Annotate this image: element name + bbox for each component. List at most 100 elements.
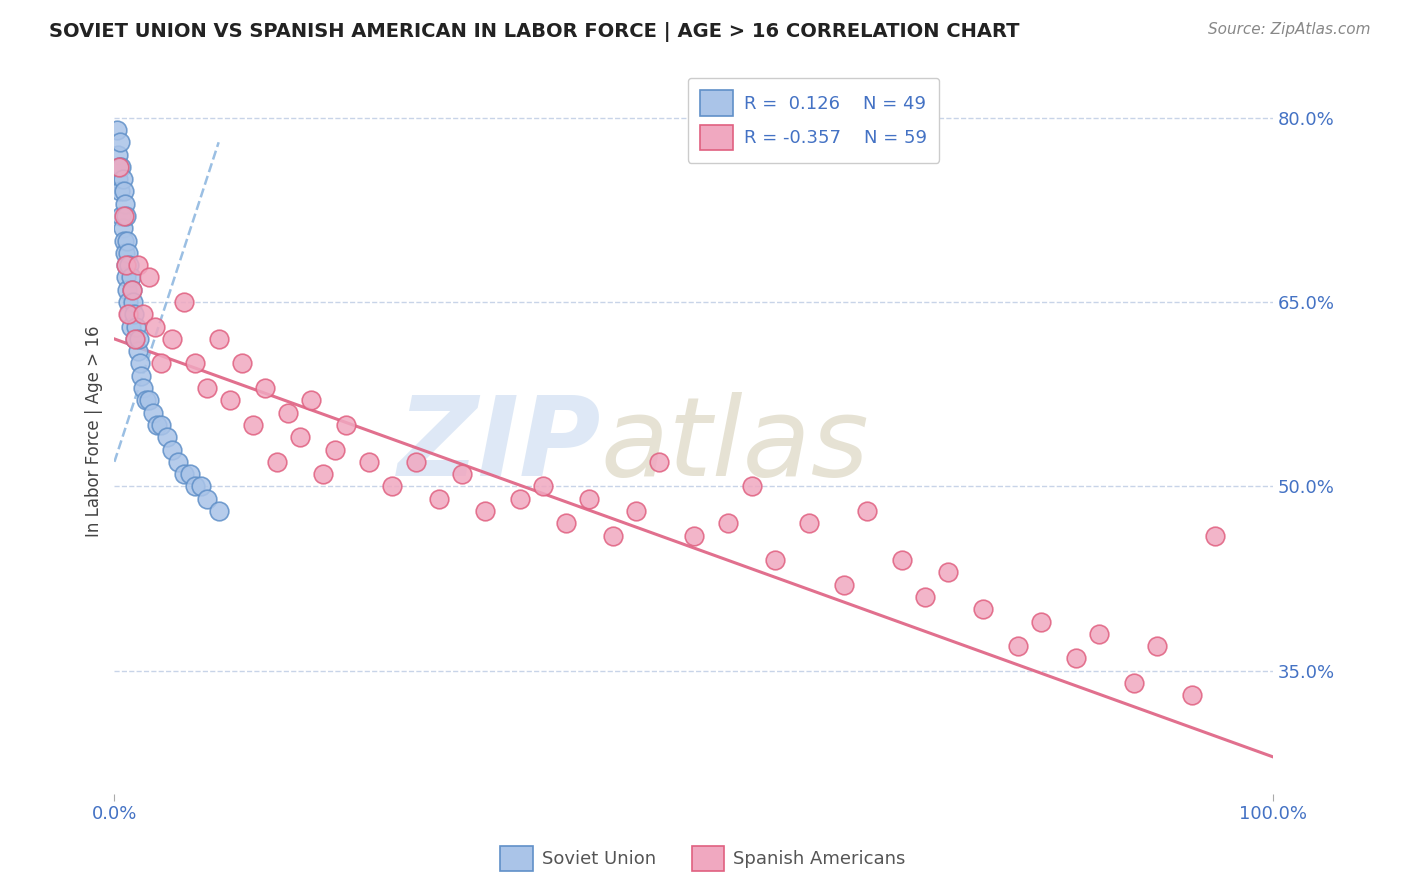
Point xyxy=(135,393,157,408)
Point xyxy=(219,393,242,408)
Point xyxy=(509,491,531,506)
Point xyxy=(938,566,960,580)
Point xyxy=(288,430,311,444)
Point xyxy=(474,504,496,518)
Point xyxy=(118,258,141,272)
Point xyxy=(427,491,450,506)
Point xyxy=(624,504,647,518)
Point xyxy=(114,196,136,211)
Point xyxy=(117,307,139,321)
Point xyxy=(578,491,600,506)
Point xyxy=(184,357,207,371)
Point xyxy=(110,209,132,223)
Point xyxy=(195,381,218,395)
Point xyxy=(891,553,914,567)
Point xyxy=(1007,639,1029,653)
Point xyxy=(1122,676,1144,690)
Point xyxy=(120,270,142,285)
Point xyxy=(167,455,190,469)
Point xyxy=(122,295,145,310)
Point xyxy=(381,479,404,493)
Point xyxy=(132,307,155,321)
Point xyxy=(115,283,138,297)
Point xyxy=(763,553,786,567)
Point xyxy=(142,406,165,420)
Point xyxy=(127,344,149,359)
Point xyxy=(277,406,299,420)
Point xyxy=(648,455,671,469)
Point xyxy=(125,319,148,334)
Point xyxy=(155,430,177,444)
Point xyxy=(717,516,740,531)
Point xyxy=(184,479,207,493)
Point xyxy=(128,332,150,346)
Point xyxy=(531,479,554,493)
Point xyxy=(111,172,134,186)
Point xyxy=(208,332,231,346)
Point xyxy=(231,357,253,371)
Point xyxy=(832,578,855,592)
Point xyxy=(115,258,138,272)
Point xyxy=(124,332,146,346)
Point xyxy=(195,491,218,506)
Point xyxy=(266,455,288,469)
Point xyxy=(1088,627,1111,641)
Point xyxy=(335,417,357,432)
Y-axis label: In Labor Force | Age > 16: In Labor Force | Age > 16 xyxy=(86,326,103,537)
Point xyxy=(1204,528,1226,542)
Point xyxy=(312,467,335,482)
Point xyxy=(127,258,149,272)
Point xyxy=(108,185,131,199)
Point xyxy=(242,417,264,432)
Point xyxy=(253,381,276,395)
Point xyxy=(146,417,169,432)
Point xyxy=(105,123,128,137)
Point xyxy=(179,467,201,482)
Point xyxy=(299,393,322,408)
Point xyxy=(115,209,138,223)
Point xyxy=(1181,689,1204,703)
Point xyxy=(1064,651,1087,665)
Point xyxy=(451,467,474,482)
Point xyxy=(173,467,195,482)
Point xyxy=(107,147,129,161)
Point xyxy=(799,516,821,531)
Point xyxy=(118,307,141,321)
Point xyxy=(120,319,142,334)
Point xyxy=(117,295,139,310)
Point xyxy=(111,221,134,235)
Point xyxy=(138,270,160,285)
Text: Source: ZipAtlas.com: Source: ZipAtlas.com xyxy=(1208,22,1371,37)
Point xyxy=(162,332,184,346)
Point xyxy=(114,245,136,260)
Point xyxy=(115,234,138,248)
Text: atlas: atlas xyxy=(600,392,869,500)
Point xyxy=(112,209,135,223)
Point xyxy=(112,234,135,248)
Point xyxy=(115,258,138,272)
Point xyxy=(682,528,704,542)
Point xyxy=(121,283,143,297)
Point xyxy=(162,442,184,457)
Point xyxy=(110,160,132,174)
Point xyxy=(108,135,131,149)
Point xyxy=(112,185,135,199)
Point xyxy=(129,368,152,383)
Point xyxy=(323,442,346,457)
Point xyxy=(190,479,212,493)
Point xyxy=(132,381,155,395)
Point xyxy=(856,504,879,518)
Point xyxy=(914,590,936,604)
Point xyxy=(143,319,166,334)
Point xyxy=(107,172,129,186)
Point xyxy=(149,417,172,432)
Point xyxy=(359,455,381,469)
Point xyxy=(602,528,624,542)
Point xyxy=(972,602,994,616)
Point xyxy=(555,516,578,531)
Point xyxy=(208,504,231,518)
Point xyxy=(115,270,138,285)
Point xyxy=(405,455,427,469)
Point xyxy=(108,160,131,174)
Point xyxy=(138,393,160,408)
